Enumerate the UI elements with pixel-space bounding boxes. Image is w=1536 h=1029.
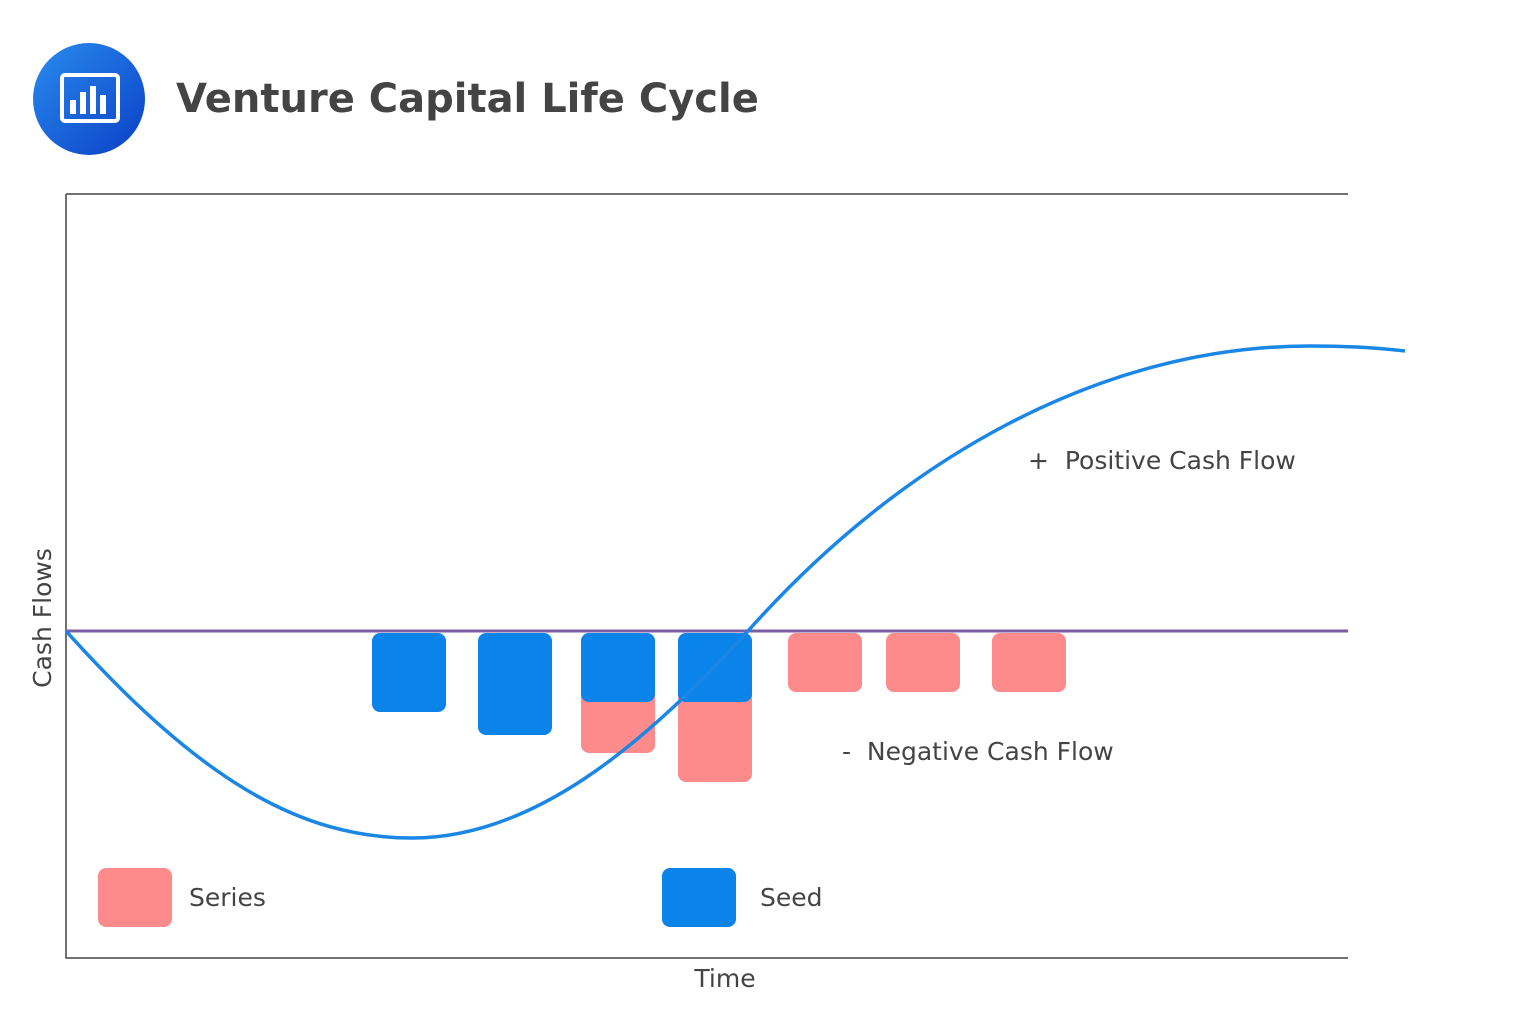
x-axis-label: Time (693, 964, 755, 993)
legend-label: Seed (760, 883, 823, 912)
icon-bars (70, 86, 106, 114)
cash-flow-curve (64, 344, 1406, 840)
seed-block (581, 633, 655, 702)
legend-swatch (98, 868, 172, 927)
axes-frame (65, 193, 1348, 959)
icon-glyph (60, 73, 120, 123)
legend-swatch (662, 868, 736, 927)
y-axis-label: Cash Flows (28, 548, 57, 688)
plot: + Positive Cash Flow - Negative Cash Flo… (28, 193, 1406, 993)
series-block (788, 633, 862, 692)
header: Venture Capital Life Cycle (33, 43, 759, 155)
series-block (886, 633, 960, 692)
seed-block (478, 633, 552, 735)
seed-block (372, 633, 446, 712)
legend-label: Series (189, 883, 266, 912)
title: Venture Capital Life Cycle (176, 76, 759, 122)
annotation: - Negative Cash Flow (842, 737, 1114, 766)
series-block (992, 633, 1066, 692)
legend: Series Seed (98, 868, 823, 927)
annotation: + Positive Cash Flow (1028, 446, 1296, 475)
icon (33, 43, 145, 155)
